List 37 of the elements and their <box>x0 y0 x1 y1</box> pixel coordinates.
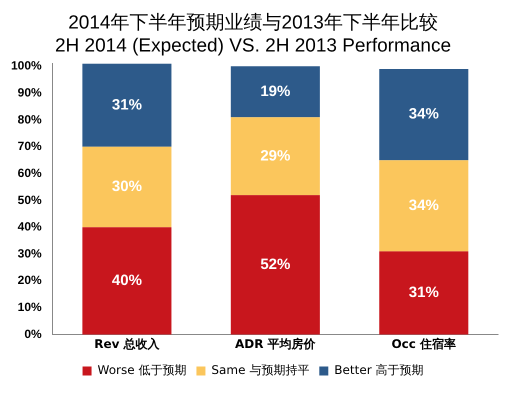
bar <box>379 251 468 335</box>
legend-label: Worse 低于预期 <box>98 363 186 378</box>
legend-label: Same 与预期持平 <box>211 363 310 378</box>
y-tick-label: 20% <box>18 273 42 288</box>
data-label: 31% <box>408 284 439 302</box>
bar <box>82 64 172 147</box>
y-tick-label: 80% <box>18 112 42 126</box>
y-tick-label: 60% <box>18 166 42 180</box>
y-tick-label: 100% <box>10 58 42 73</box>
data-label: 19% <box>260 82 290 100</box>
y-tick-label: 70% <box>18 139 42 154</box>
bar <box>379 68 468 160</box>
data-label: 52% <box>260 256 290 273</box>
y-tick-label: 50% <box>18 192 42 207</box>
y-tick-label: 30% <box>18 246 42 260</box>
y-tick-label: 0% <box>24 326 42 341</box>
bar <box>230 195 320 335</box>
data-label: 31% <box>112 96 142 114</box>
x-tick-label: Rev 总收入 <box>94 336 161 351</box>
legend-label: Better 高于预期 <box>334 363 424 378</box>
bar <box>82 146 172 228</box>
y-tick-label: 10% <box>18 300 42 314</box>
data-label: 29% <box>260 147 290 164</box>
y-tick-label: 90% <box>18 85 42 100</box>
bar <box>230 66 320 118</box>
data-label: 34% <box>408 106 439 123</box>
bar <box>230 117 320 196</box>
data-label: 34% <box>408 196 439 214</box>
text: 2H 2014 (Expected) VS. 2H 2013 Performance <box>54 35 452 56</box>
data-label: 30% <box>112 178 142 196</box>
data-label: 40% <box>112 272 142 290</box>
x-tick-label: Occ 住宿率 <box>391 336 456 351</box>
text: 2014年下半年预期业绩与2013年下半年比较 <box>68 12 438 34</box>
bar <box>82 227 172 335</box>
bar <box>379 160 468 252</box>
y-tick-label: 40% <box>18 220 42 234</box>
x-tick-label: ADR 平均房价 <box>235 336 317 351</box>
